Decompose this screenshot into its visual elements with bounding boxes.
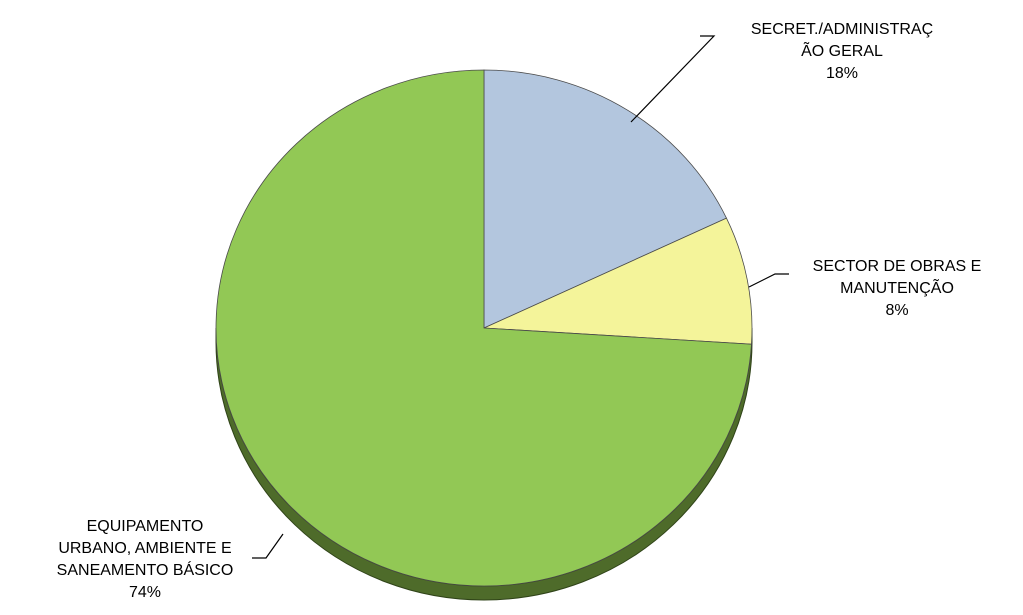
leader-line-0 xyxy=(630,35,716,123)
pie-slice-0 xyxy=(483,69,728,329)
slice-percent-label-1: 8% xyxy=(885,302,908,319)
slice-category-label-1: MANUTENÇÃO xyxy=(840,277,954,297)
pie-labels: SECRET./ADMINISTRAÇ ÃO GERAL 18% SECTOR DE … xyxy=(57,21,982,601)
slice-category-label-2: SANEAMENTO BÁSICO xyxy=(57,560,234,579)
slice-percent-label-0: 18% xyxy=(826,65,858,82)
slice-percent-label-2: 74% xyxy=(129,584,161,601)
slice-category-label-2: URBANO, AMBIENTE E xyxy=(58,540,231,557)
leader-line-2 xyxy=(252,533,284,559)
slice-category-label-2: EQUIPAMENTO xyxy=(87,518,204,535)
pie-slices xyxy=(215,69,753,587)
pie-slice-2 xyxy=(215,69,752,587)
slice-category-label-1: SECTOR DE OBRAS E xyxy=(813,258,982,275)
slice-category-label-0: SECRET./ADMINISTRAÇ xyxy=(751,21,933,38)
slice-category-label-0: ÃO GERAL xyxy=(801,40,883,60)
leader-line-1 xyxy=(748,273,789,288)
pie-slice-1 xyxy=(483,217,753,345)
